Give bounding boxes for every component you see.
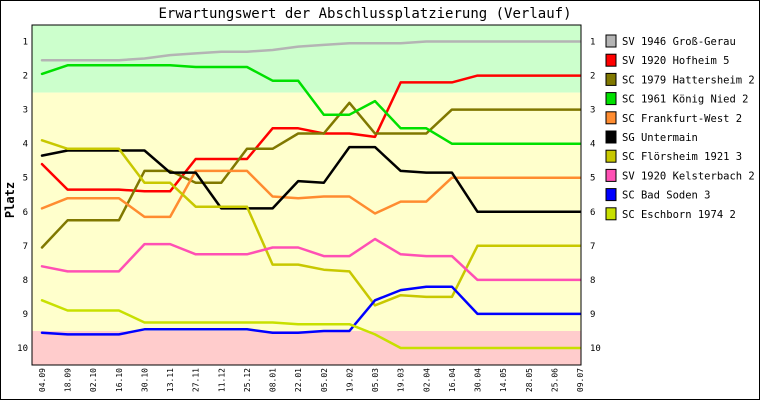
y-tick-label-left: 6: [23, 208, 28, 218]
y-tick-label-right: 9: [590, 310, 595, 320]
y-tick-label-left: 10: [17, 344, 28, 354]
legend-swatch: [605, 168, 617, 182]
x-tick-label: 18.09: [64, 368, 73, 392]
legend-swatch: [605, 149, 617, 163]
legend-label: SC Flörsheim 1921 3: [622, 151, 742, 163]
x-tick-label: 04.09: [38, 368, 47, 392]
y-tick-label-left: 3: [23, 106, 28, 116]
legend-label: SC 1979 Hattersheim 2: [622, 74, 755, 86]
x-tick-label: 05.02: [320, 368, 329, 392]
series-line-10: [40, 299, 582, 350]
x-tick-label: 02.04: [422, 368, 431, 392]
y-tick-label-left: 1: [23, 38, 28, 48]
x-tick-label: 16.10: [115, 368, 124, 392]
legend-swatch: [605, 72, 617, 86]
y-tick-labels-left: 1 2 3 4 5 6 7 8 9 10: [17, 38, 28, 355]
y-tick-label-right: 4: [590, 140, 595, 150]
series-line-7: [40, 139, 582, 307]
series-line-8: [40, 237, 582, 282]
legend-label: SG Untermain: [622, 132, 698, 144]
x-tick-label: 27.11: [192, 368, 201, 392]
y-tick-label-right: 5: [590, 174, 595, 184]
legend-label: SC 1961 König Nied 2: [622, 94, 748, 106]
y-tick-label-right: 3: [590, 106, 595, 116]
series-line-3: [40, 101, 582, 249]
x-tick-label: 02.10: [89, 368, 98, 392]
x-tick-label: 13.11: [166, 368, 175, 392]
x-tick-label: 28.05: [525, 368, 534, 392]
x-tick-label: 19.03: [397, 368, 406, 392]
y-tick-label-right: 6: [590, 208, 595, 218]
series-line-2: [40, 74, 582, 193]
legend-swatch: [605, 207, 617, 221]
x-tick-label: 09.07: [576, 368, 585, 392]
plot-frame: [31, 24, 582, 366]
legend-label: SV 1920 Hofheim 5: [622, 55, 729, 67]
legend-label: SC Bad Soden 3: [622, 190, 711, 202]
legend-label: SC Frankfurt-West 2: [622, 113, 742, 125]
y-tick-label-left: 7: [23, 242, 28, 252]
legend-label: SV 1946 Groß-Gerau: [622, 36, 736, 48]
y-tick-label-left: 9: [23, 310, 28, 320]
y-tick-label-right: 2: [590, 72, 595, 82]
y-tick-labels-right: 1 2 3 4 5 6 7 8 9 10: [590, 38, 601, 355]
x-tick-label: 11.12: [217, 368, 226, 392]
plot-series: [40, 40, 582, 350]
x-tick-label: 30.04: [474, 368, 483, 392]
series-line-6: [40, 145, 582, 214]
y-tick-label-left: 4: [23, 140, 28, 150]
x-tick-label: 16.04: [448, 368, 457, 392]
legend-swatch: [605, 130, 617, 144]
y-tick-label-left: 2: [23, 72, 28, 82]
legend-swatch: [605, 34, 617, 48]
y-tick-label-right: 1: [590, 38, 595, 48]
x-tick-label: 25.06: [550, 368, 559, 392]
chart-title: Erwartungswert der Abschlussplatzierung …: [158, 6, 571, 22]
legend-label: SV 1920 Kelsterbach 2: [622, 170, 755, 182]
x-tick-label: 30.10: [141, 368, 150, 392]
y-tick-label-left: 8: [23, 276, 28, 286]
x-tick-label: 14.05: [499, 368, 508, 392]
series-line-5: [40, 169, 582, 219]
legend-swatch: [605, 188, 617, 202]
legend-swatch: [605, 92, 617, 106]
x-tick-label: 05.03: [371, 368, 380, 392]
x-tick-label: 08.01: [269, 368, 278, 392]
y-tick-label-left: 5: [23, 174, 28, 184]
y-tick-label-right: 7: [590, 242, 595, 252]
legend: SV 1946 Groß-Gerau SV 1920 Hofheim 5 SC 19…: [605, 34, 755, 221]
legend-swatch: [605, 111, 617, 125]
y-tick-label-right: 8: [590, 276, 595, 286]
x-tick-label: 22.01: [294, 368, 303, 392]
band-promotion: [32, 25, 581, 93]
series-line-1: [40, 40, 582, 62]
legend-label: SC Eschborn 1974 2: [622, 209, 736, 221]
series-line-4: [40, 64, 582, 145]
x-tick-labels: 04.09 18.09 02.10 16.10 30.10 13.11 27.11 11.12…: [38, 368, 585, 392]
legend-swatch: [605, 53, 617, 67]
x-tick-label: 25.12: [243, 368, 252, 392]
series-line-9: [40, 285, 582, 336]
x-tick-label: 19.02: [345, 368, 354, 392]
y-axis-label: Platz: [3, 182, 17, 218]
y-tick-label-right: 10: [590, 344, 601, 354]
